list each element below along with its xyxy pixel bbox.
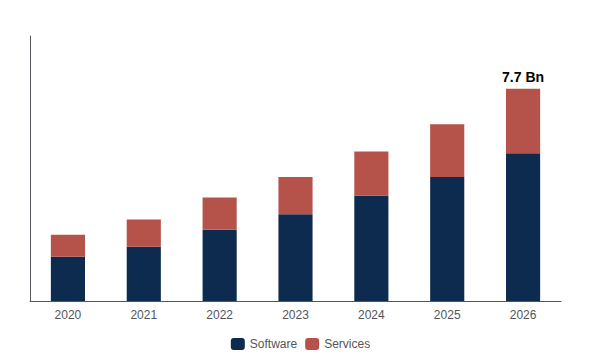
svg-text:2025: 2025 <box>434 308 461 322</box>
svg-text:7.7 Bn: 7.7 Bn <box>502 69 544 85</box>
svg-text:Services: Services <box>324 337 370 351</box>
svg-text:2023: 2023 <box>282 308 309 322</box>
svg-text:2022: 2022 <box>206 308 233 322</box>
svg-text:2020: 2020 <box>55 308 82 322</box>
svg-text:2026: 2026 <box>510 308 537 322</box>
svg-text:Software: Software <box>250 337 298 351</box>
svg-text:2024: 2024 <box>358 308 385 322</box>
svg-text:2021: 2021 <box>130 308 157 322</box>
